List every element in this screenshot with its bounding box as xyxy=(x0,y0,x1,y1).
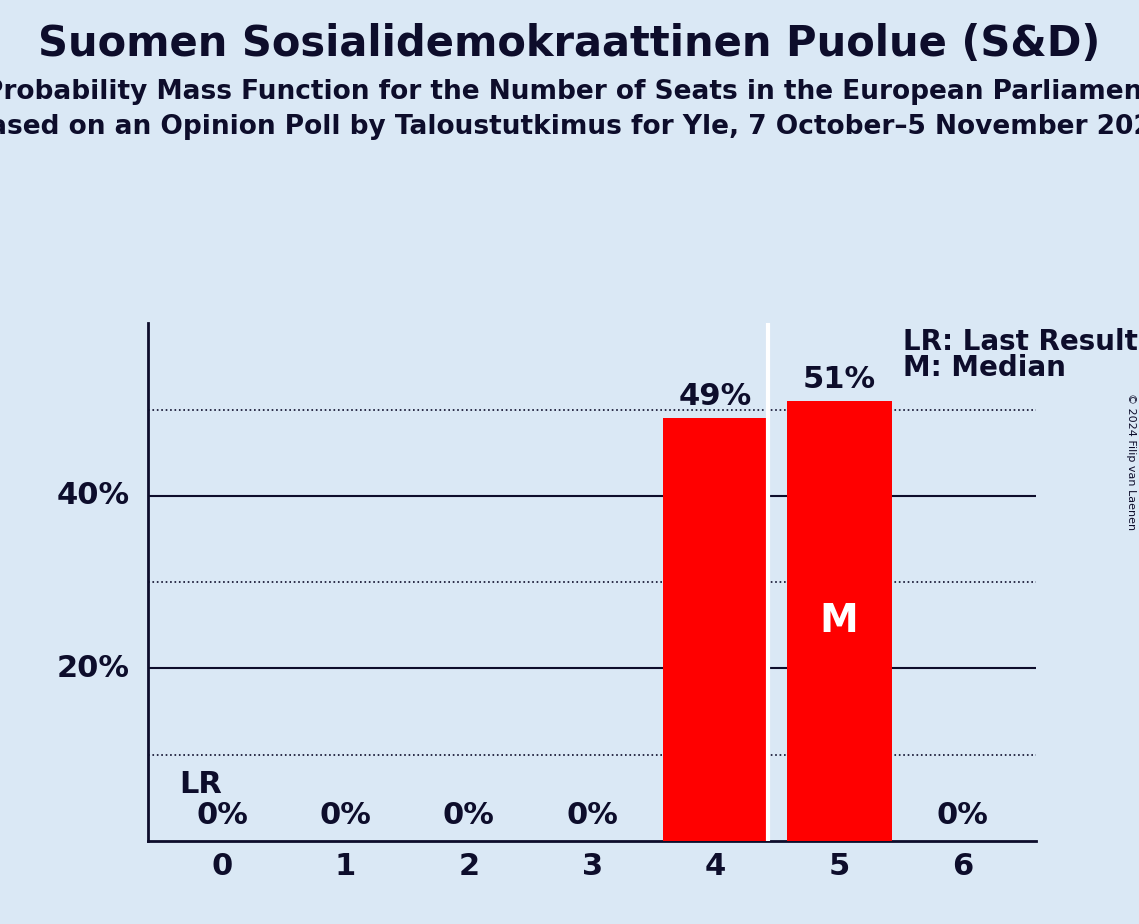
Text: 0%: 0% xyxy=(443,801,494,831)
Bar xyxy=(787,401,892,841)
Text: Based on an Opinion Poll by Taloustutkimus for Yle, 7 October–5 November 2024: Based on an Opinion Poll by Taloustutkim… xyxy=(0,114,1139,140)
Text: 51%: 51% xyxy=(803,365,876,395)
Text: Suomen Sosialidemokraattinen Puolue (S&D): Suomen Sosialidemokraattinen Puolue (S&D… xyxy=(39,23,1100,65)
Text: 0%: 0% xyxy=(936,801,989,831)
Text: 20%: 20% xyxy=(57,654,130,683)
Bar xyxy=(663,419,768,841)
Text: 49%: 49% xyxy=(679,383,752,411)
Text: 0%: 0% xyxy=(566,801,618,831)
Text: LR: Last Result: LR: Last Result xyxy=(903,328,1138,356)
Text: M: Median: M: Median xyxy=(903,354,1066,382)
Text: 0%: 0% xyxy=(196,801,248,831)
Text: 0%: 0% xyxy=(320,801,371,831)
Text: M: M xyxy=(820,602,859,640)
Text: 40%: 40% xyxy=(57,481,130,510)
Text: © 2024 Filip van Laenen: © 2024 Filip van Laenen xyxy=(1126,394,1136,530)
Text: Probability Mass Function for the Number of Seats in the European Parliament: Probability Mass Function for the Number… xyxy=(0,79,1139,104)
Text: LR: LR xyxy=(179,771,222,799)
